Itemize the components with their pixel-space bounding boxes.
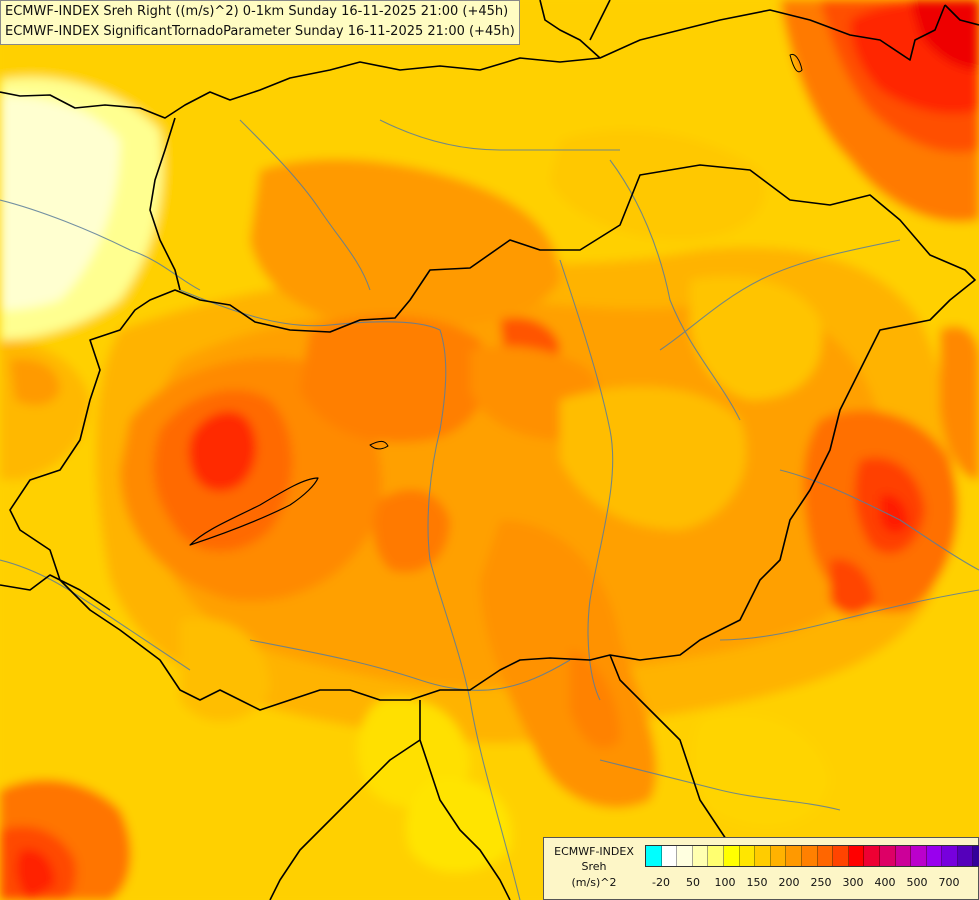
legend-unit: (m/s)^2 [571, 876, 617, 889]
color-legend: ECMWF-INDEX Sreh (m/s)^2 -20 50 100 150 200 2… [543, 837, 979, 900]
legend-swatch [801, 846, 818, 866]
legend-swatch [677, 846, 693, 866]
legend-swatch [708, 846, 724, 866]
map-title-sreh: ECMWF-INDEX Sreh Right ((m/s)^2) 0-1km S… [5, 4, 509, 19]
legend-tick-label: 700 [938, 876, 960, 889]
legend-swatch [942, 846, 958, 866]
legend-swatch [848, 846, 865, 866]
legend-swatch [661, 846, 678, 866]
legend-swatch [817, 846, 834, 866]
legend-source: ECMWF-INDEX [554, 845, 634, 858]
legend-swatch [770, 846, 787, 866]
legend-tick-label: 400 [874, 876, 896, 889]
legend-swatch [957, 846, 974, 866]
legend-swatch [646, 846, 662, 866]
legend-tick-label: 250 [810, 876, 832, 889]
legend-tick-label: 500 [906, 876, 928, 889]
legend-swatch [879, 846, 896, 866]
legend-swatches [645, 845, 979, 867]
legend-tick-label: -20 [652, 876, 670, 889]
rivers [0, 119, 979, 900]
legend-tick-label: 50 [686, 876, 700, 889]
legend-swatch [926, 846, 943, 866]
legend-tick-label: 300 [842, 876, 864, 889]
legend-swatch [895, 846, 912, 866]
legend-swatch [786, 846, 802, 866]
legend-swatch [755, 846, 771, 866]
legend-tick-label: 200 [778, 876, 800, 889]
legend-variable: Sreh [581, 860, 607, 873]
legend-swatch [739, 846, 756, 866]
map-title-stp: ECMWF-INDEX SignificantTornadoParameter … [5, 24, 515, 39]
map-title-box: ECMWF-INDEX Sreh Right ((m/s)^2) 0-1km S… [0, 0, 520, 45]
legend-swatch [911, 846, 927, 866]
legend-tick-label: 100 [714, 876, 736, 889]
legend-swatch [833, 846, 849, 866]
legend-swatch [723, 846, 740, 866]
legend-tick-label: 150 [746, 876, 768, 889]
legend-swatch [973, 846, 979, 866]
legend-swatch [864, 846, 880, 866]
legend-swatch [692, 846, 709, 866]
